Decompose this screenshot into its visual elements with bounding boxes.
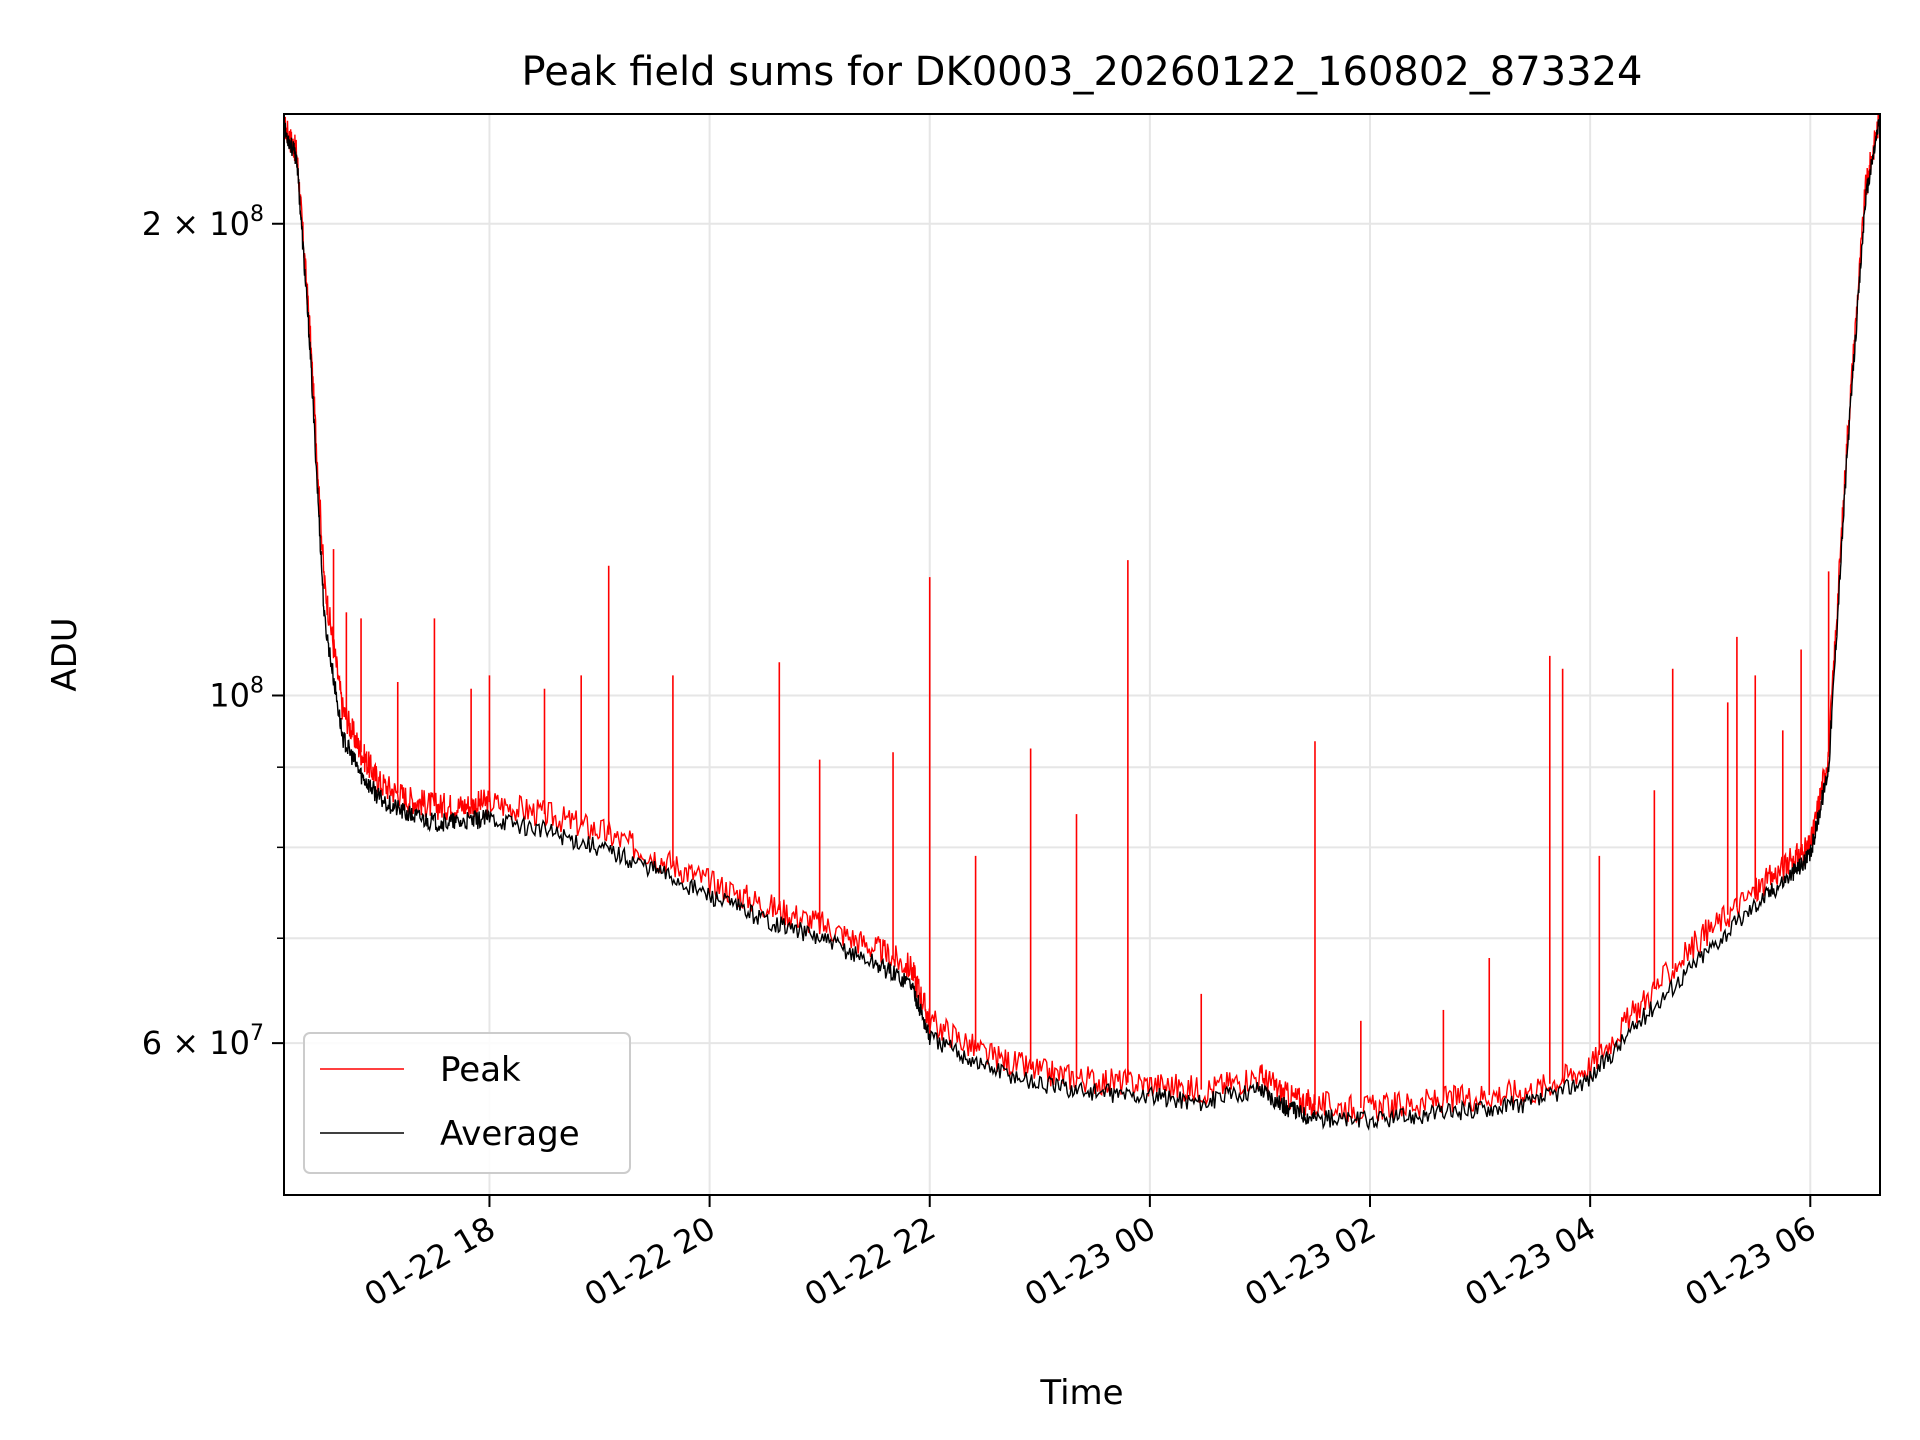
chart-title: Peak field sums for DK0003_20260122_1608… bbox=[522, 49, 1643, 95]
legend: Peak Average bbox=[303, 1032, 631, 1174]
y-tick-label: 6 × 107 bbox=[142, 1021, 264, 1062]
axes-frame bbox=[283, 113, 1881, 1196]
y-axis-ticks: 6 × 107 108 2 × 108 bbox=[142, 202, 284, 1062]
y-tick-label: 108 bbox=[209, 673, 264, 714]
series-average-line bbox=[284, 116, 1880, 1131]
peak-spikes bbox=[332, 549, 1830, 1108]
plot-area bbox=[284, 114, 1880, 1131]
x-axis-label: Time bbox=[1039, 1373, 1123, 1413]
y-axis-label: ADU bbox=[45, 617, 85, 691]
legend-box bbox=[303, 1032, 631, 1174]
y-tick-label: 2 × 108 bbox=[142, 202, 264, 243]
legend-label-average: Average bbox=[440, 1114, 580, 1154]
legend-label-peak: Peak bbox=[440, 1050, 521, 1090]
